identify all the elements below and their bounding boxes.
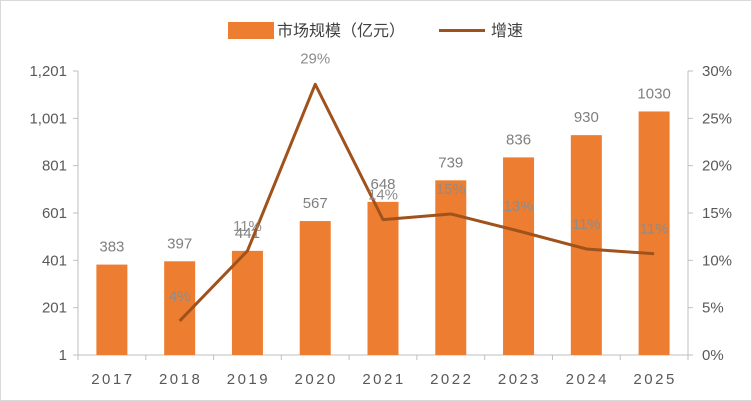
x-tick-label: 2022 [430, 371, 473, 388]
right-tick-label: 25% [702, 110, 732, 127]
right-tick-label: 10% [702, 252, 732, 269]
growth-labels-group: 4% 11% 29% 14% 15% 13% 11% 11% [169, 50, 669, 305]
bar-value-label: 739 [438, 154, 463, 171]
bar-value-label: 836 [506, 131, 531, 148]
growth-line [178, 82, 655, 322]
bar-value-label: 648 [370, 176, 395, 193]
growth-value-label: 11% [640, 221, 669, 238]
bar-2022 [435, 180, 467, 355]
bar-2021 [367, 201, 399, 355]
right-tick-label: 30% [702, 63, 732, 80]
bars-group [96, 111, 670, 355]
bar-value-label: 567 [303, 195, 328, 212]
bar-value-label: 930 [574, 109, 599, 126]
bar-value-label: 1030 [637, 85, 670, 102]
right-tick-label: 0% [702, 347, 724, 364]
growth-value-label: 29% [300, 50, 330, 67]
left-tick-label: 201 [42, 300, 67, 317]
bar-value-label: 383 [99, 239, 124, 256]
right-tick-label: 5% [702, 300, 724, 317]
x-tick-label: 2021 [362, 371, 405, 388]
growth-value-label: 15% [436, 181, 466, 198]
bar-2017 [96, 264, 128, 355]
bar-2023 [503, 157, 535, 355]
left-tick-label: 801 [42, 158, 67, 175]
x-tick-label: 2024 [566, 371, 609, 388]
x-tick-label: 2017 [91, 371, 134, 388]
bar-2019 [231, 250, 263, 355]
growth-value-label: 13% [504, 198, 534, 215]
growth-value-label: 4% [169, 288, 191, 305]
bar-2020 [299, 221, 331, 355]
bar-value-label: 397 [167, 235, 192, 252]
right-tick-label: 15% [702, 205, 732, 222]
legend-label-market-size: 市场规模（亿元） [277, 21, 405, 40]
legend: 市场规模（亿元） 增速 [228, 21, 523, 40]
left-tick-label: 1,001 [29, 110, 67, 127]
left-tick-label: 1,201 [29, 63, 67, 80]
bar-2025 [638, 111, 670, 355]
x-tick-label: 2025 [633, 371, 676, 388]
x-tick-label: 2018 [159, 371, 202, 388]
right-tick-label: 20% [702, 158, 732, 175]
growth-value-label: 11% [572, 216, 601, 233]
legend-label-growth: 增速 [491, 21, 523, 40]
x-tick-label: 2023 [498, 371, 541, 388]
legend-swatch-market-size [228, 22, 274, 39]
x-tick-label: 2019 [227, 371, 270, 388]
left-tick-label: 1 [59, 347, 67, 364]
left-tick-label: 401 [42, 252, 67, 269]
growth-value-label: 11% [233, 218, 262, 235]
left-tick-label: 601 [42, 205, 67, 222]
growth-value-label: 14% [368, 187, 398, 204]
x-tick-label: 2020 [295, 371, 338, 388]
axes: 1 201 401 601 801 1,001 1,201 0% 5% 10% 15% 20% 25% 3… [29, 63, 732, 388]
growth-line-group [178, 82, 655, 322]
